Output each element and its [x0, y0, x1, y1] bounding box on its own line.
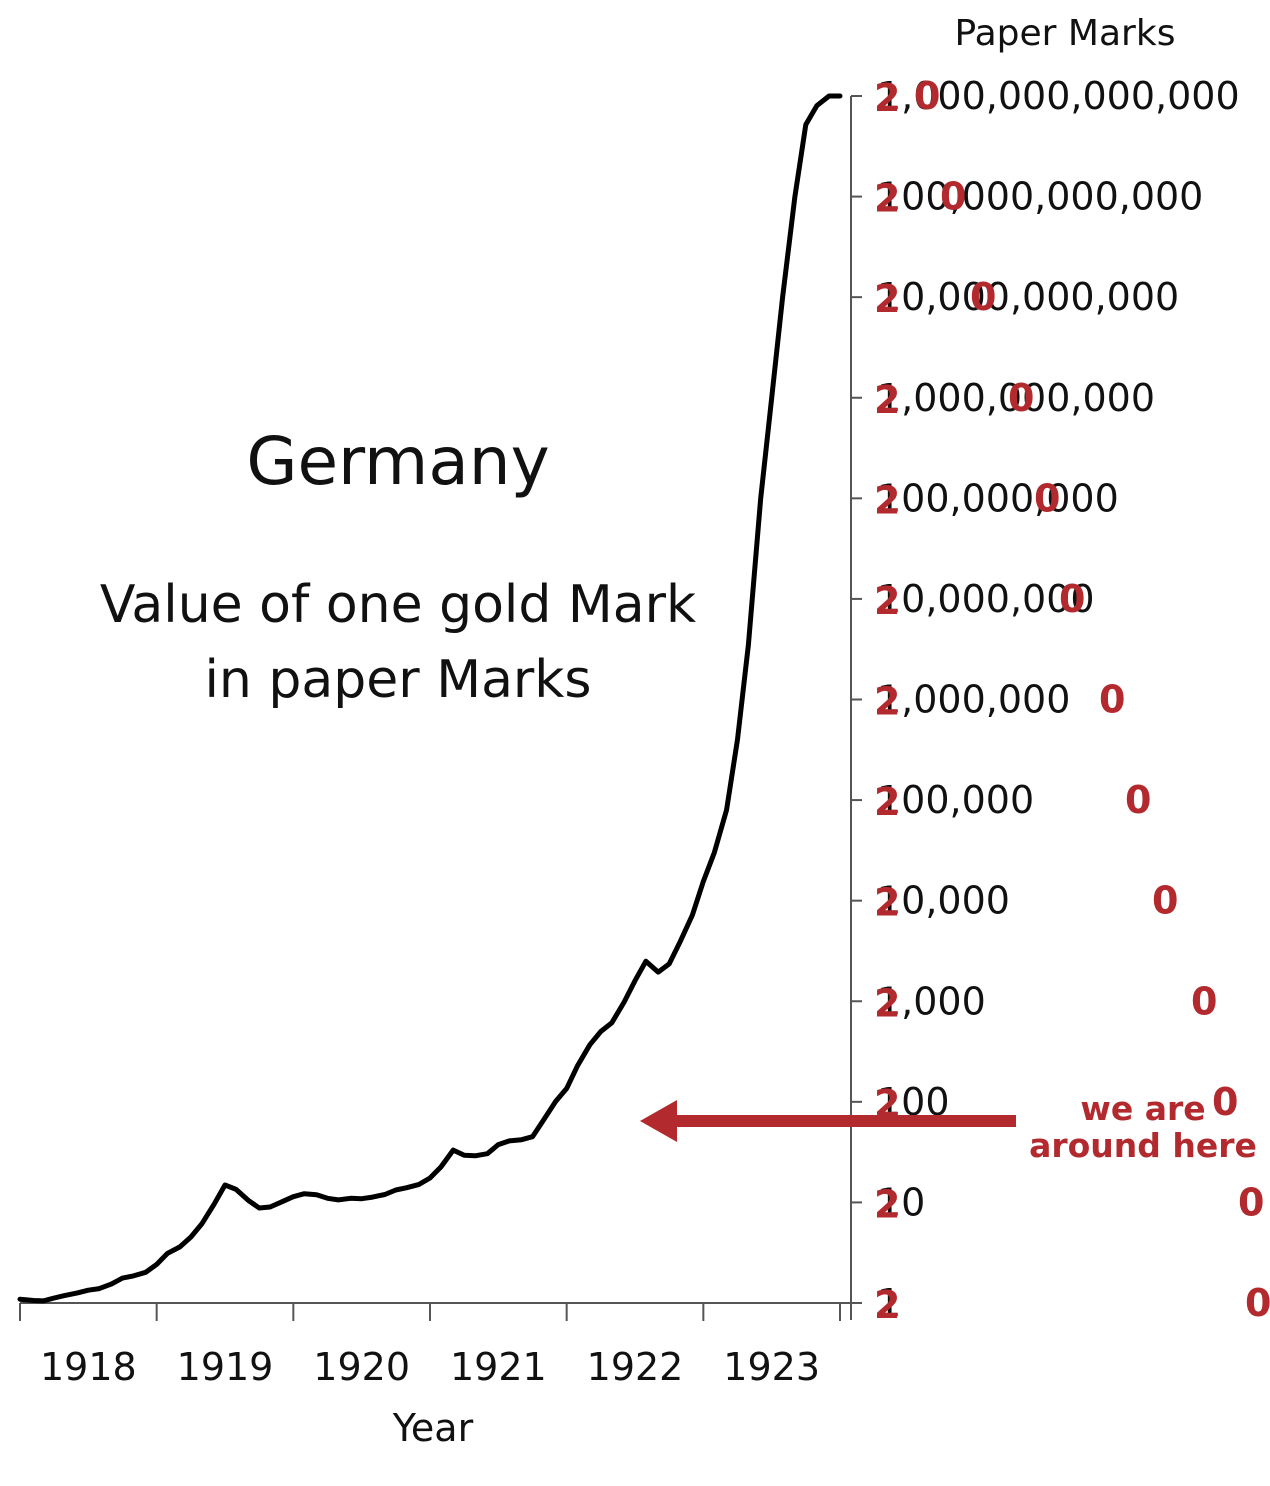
y-tick-label: 100,000,000 [877, 476, 1119, 520]
red-digit-trailing: 0 [1191, 979, 1217, 1023]
red-digit-leading: 2 [874, 1182, 900, 1226]
chart-title: Germany [246, 423, 549, 500]
red-digit-trailing: 0 [1238, 1180, 1264, 1224]
arrow-text-line-1: we are [1080, 1089, 1205, 1128]
red-digit-trailing: 0 [1125, 778, 1151, 822]
series-line-paper-marks [17, 93, 843, 1304]
x-tick-label: 1921 [450, 1345, 547, 1389]
y-tick-label: 100,000 [877, 778, 1034, 822]
y-tick-label: 1,000,000,000 [877, 376, 1155, 420]
x-ticks: 1918 1919 1920 1921 1922 1923 [19, 1303, 841, 1389]
red-digit-trailing: 0 [1212, 1080, 1238, 1124]
y-tick-label: 1,000,000 [877, 678, 1070, 722]
annotation-arrow: we are around here [640, 1089, 1257, 1165]
red-digit-leading: 2 [874, 177, 900, 221]
red-digit-leading: 2 [874, 579, 900, 623]
red-digit-trailing: 0 [1099, 678, 1125, 722]
chart-subtitle-line-1: Value of one gold Mark [100, 575, 696, 635]
red-digit-leading: 2 [874, 881, 900, 925]
red-digit-leading: 2 [874, 76, 900, 120]
red-digit-trailing: 0 [1152, 879, 1178, 923]
red-digit-trailing: 0 [970, 275, 996, 319]
y-tick-label: 1,000,000,000,000 [877, 74, 1240, 118]
arrow-head [640, 1100, 677, 1142]
x-tick-label: 1920 [313, 1345, 410, 1389]
y-tick-label: 100,000,000,000 [877, 175, 1203, 219]
red-digit-leading: 2 [874, 981, 900, 1025]
x-tick-label: 1923 [723, 1345, 820, 1389]
y-tick-label: 1 [877, 1281, 901, 1325]
y-axis: 1101001,00010,000100,0001,000,00010,000,… [850, 13, 1240, 1325]
y-tick-label: 1,000 [877, 979, 986, 1023]
red-digit-trailing: 0 [914, 74, 940, 118]
red-digit-leading: 2 [874, 478, 900, 522]
red-digit-leading: 2 [874, 780, 900, 824]
y-tick-label: 10,000,000 [877, 577, 1095, 621]
red-annotation-overlay: 2 02 02 02 02 02 02 02 02 02 02 02 02 0 [874, 74, 1270, 1327]
x-axis: 1918 1919 1920 1921 1922 1923 Year [19, 1302, 852, 1450]
x-tick-label: 1922 [587, 1345, 684, 1389]
red-digit-leading: 2 [874, 277, 900, 321]
arrow-text-line-2: around here [1029, 1126, 1257, 1165]
red-digit-trailing: 0 [1034, 476, 1060, 520]
red-digit-trailing: 0 [1059, 577, 1085, 621]
red-digit-leading: 2 [874, 378, 900, 422]
y-tick-label: 10,000 [877, 879, 1010, 923]
x-tick-label: 1919 [177, 1345, 274, 1389]
y-axis-label: Paper Marks [955, 13, 1176, 54]
red-digit-trailing: 0 [940, 175, 966, 219]
y-ticks: 1101001,00010,000100,0001,000,00010,000,… [851, 74, 1240, 1325]
red-digit-leading: 2 [874, 680, 900, 724]
red-digit-trailing: 0 [1245, 1281, 1270, 1325]
x-tick-label: 1918 [40, 1345, 137, 1389]
y-tick-label: 10,000,000,000 [877, 275, 1179, 319]
red-digit-leading: 2 [874, 1283, 900, 1327]
red-digit-trailing: 0 [1008, 376, 1034, 420]
y-tick-label: 10 [877, 1180, 925, 1224]
x-axis-label: Year [392, 1406, 474, 1450]
chart-subtitle-line-2: in paper Marks [204, 650, 591, 710]
